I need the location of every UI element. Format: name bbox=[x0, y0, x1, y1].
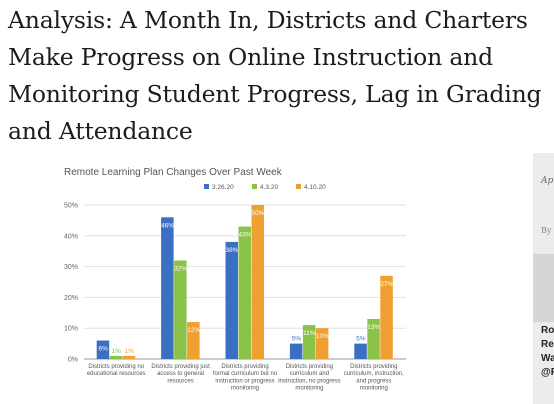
legend-swatch bbox=[252, 184, 257, 189]
data-label: 1% bbox=[111, 348, 121, 355]
y-tick-label: 20% bbox=[64, 295, 78, 302]
sidebar-author-line-1[interactable]: Rob bbox=[541, 325, 554, 336]
data-label: 6% bbox=[98, 346, 108, 353]
y-tick-label: 10% bbox=[64, 326, 78, 333]
x-tick-label: and progress bbox=[356, 378, 391, 384]
legend-label: 4.10.20 bbox=[304, 184, 326, 191]
bar bbox=[109, 355, 123, 359]
data-label: 27% bbox=[380, 281, 393, 288]
y-tick-label: 0% bbox=[68, 357, 78, 364]
data-label: 5% bbox=[292, 336, 302, 343]
x-tick-label: monitoring bbox=[295, 386, 323, 392]
bar bbox=[354, 343, 367, 359]
x-tick-label: curriculum and bbox=[290, 371, 329, 377]
data-label: 11% bbox=[303, 330, 316, 337]
x-tick-label: instruction or progress bbox=[215, 378, 274, 384]
y-tick-label: 40% bbox=[64, 233, 78, 240]
data-label: 50% bbox=[251, 210, 264, 217]
bar bbox=[315, 328, 329, 359]
bar bbox=[238, 226, 251, 359]
bar bbox=[187, 322, 200, 359]
sidebar-date: Apr bbox=[541, 176, 554, 186]
data-label: 43% bbox=[238, 232, 251, 239]
data-label: 38% bbox=[225, 247, 238, 254]
chart-title: Remote Learning Plan Changes Over Past W… bbox=[64, 167, 283, 178]
data-label: 10% bbox=[316, 333, 329, 340]
y-tick-label: 50% bbox=[64, 203, 78, 210]
legend-swatch bbox=[204, 184, 209, 189]
x-tick-label: resources bbox=[167, 378, 193, 384]
x-tick-label: instruction, no progress bbox=[278, 378, 340, 384]
x-tick-label: Districts providing bbox=[286, 364, 333, 370]
sidebar-author-line-3[interactable]: Wa bbox=[541, 353, 554, 364]
bar bbox=[161, 217, 174, 359]
bar bbox=[302, 325, 316, 359]
bar-chart: Remote Learning Plan Changes Over Past W… bbox=[64, 167, 406, 392]
bar bbox=[225, 241, 238, 359]
bar bbox=[289, 343, 303, 359]
x-tick-label: Districts providing bbox=[350, 364, 397, 370]
legend-label: 3.26.20 bbox=[212, 184, 234, 191]
x-tick-label: formal curriculum but no bbox=[213, 371, 278, 377]
legend-swatch bbox=[296, 184, 301, 189]
bar bbox=[174, 260, 187, 359]
bar bbox=[251, 205, 264, 359]
x-tick-label: curriculum, instruction, bbox=[344, 371, 404, 377]
bar bbox=[367, 318, 380, 359]
data-label: 46% bbox=[161, 222, 174, 229]
x-tick-label: Districts providing no bbox=[88, 364, 144, 370]
sidebar-byline: By bbox=[541, 226, 552, 235]
x-tick-label: monitoring bbox=[360, 386, 388, 392]
bar bbox=[122, 355, 136, 359]
data-label: 12% bbox=[187, 327, 200, 334]
x-tick-label: access to general bbox=[157, 371, 204, 377]
data-label: 13% bbox=[367, 324, 380, 331]
data-label: 32% bbox=[174, 265, 187, 272]
chart-container: Remote Learning Plan Changes Over Past W… bbox=[56, 160, 538, 400]
x-tick-label: monitoring bbox=[231, 386, 259, 392]
x-tick-label: Districts providing just bbox=[151, 364, 210, 370]
data-label: 5% bbox=[356, 336, 366, 343]
y-tick-label: 30% bbox=[64, 264, 78, 271]
legend-label: 4.3.20 bbox=[260, 184, 278, 191]
x-tick-label: educational resources bbox=[87, 371, 146, 377]
data-label: 1% bbox=[124, 348, 134, 355]
bar bbox=[96, 340, 110, 359]
bar bbox=[380, 275, 393, 359]
sidebar-author-line-2[interactable]: Rei bbox=[541, 339, 554, 350]
sidebar-author-photo bbox=[533, 254, 554, 322]
sidebar-author-handle[interactable]: @R bbox=[541, 367, 554, 378]
x-tick-label: Districts providing bbox=[221, 364, 268, 370]
article-headline: Analysis: A Month In, Districts and Char… bbox=[8, 6, 542, 145]
